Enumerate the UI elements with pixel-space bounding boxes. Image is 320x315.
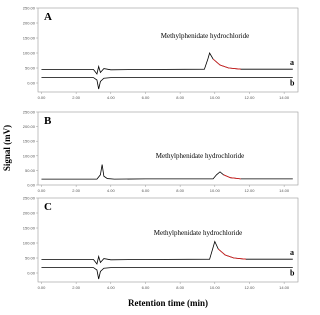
x-tick-label: 2.00 [72, 285, 81, 290]
y-tick-label: 50.00 [25, 66, 36, 71]
x-tick-label: 8.00 [176, 188, 185, 193]
peak-annotation: Methylphenidate hydrochloride [156, 152, 244, 160]
trace [41, 240, 293, 265]
trace [212, 58, 241, 70]
x-tick-label: 10.00 [210, 285, 221, 290]
x-tick-label: 10.00 [210, 95, 221, 100]
trace [41, 77, 293, 90]
x-tick-label: 12.00 [244, 95, 255, 100]
x-tick-label: 8.00 [176, 285, 185, 290]
y-tick-label: 50.00 [25, 168, 36, 173]
trace [41, 51, 293, 75]
y-tick-label: 250.00 [23, 196, 36, 201]
x-tick-label: 4.00 [107, 188, 116, 193]
y-tick-label: 150.00 [23, 226, 36, 231]
y-tick-label: 0.00 [27, 183, 36, 188]
x-tick-label: 2.00 [72, 95, 81, 100]
trace-label: b [290, 79, 295, 88]
x-axis-label: Retention time (min) [128, 298, 208, 308]
y-tick-label: 0.00 [27, 271, 36, 276]
y-tick-label: 150.00 [23, 139, 36, 144]
plot-frame [37, 7, 299, 93]
y-tick-label: 100.00 [23, 241, 36, 246]
figure: Signal (mV) Retention time (min) 0.00 50.… [2, 6, 299, 308]
y-tick-label: 200.00 [23, 211, 36, 216]
trace [218, 248, 247, 260]
x-tick-label: 6.00 [142, 285, 151, 290]
x-tick-label: 0.00 [38, 95, 47, 100]
y-tick-label: 250.00 [23, 6, 36, 11]
panel-label: B [44, 115, 52, 127]
x-tick-label: 6.00 [142, 188, 151, 193]
x-tick-label: 10.00 [210, 188, 221, 193]
x-tick-label: 0.00 [38, 285, 47, 290]
y-tick-label: 150.00 [23, 36, 36, 41]
x-tick-label: 6.00 [142, 95, 151, 100]
trace [41, 164, 293, 180]
trace-label: b [290, 269, 295, 278]
panel-label: C [44, 201, 52, 213]
x-tick-label: 4.00 [107, 285, 116, 290]
x-tick-label: 0.00 [38, 188, 47, 193]
y-tick-label: 100.00 [23, 51, 36, 56]
peak-annotation: Methylphenidate hydrochloride [154, 229, 242, 237]
trace [223, 174, 241, 180]
x-tick-label: 8.00 [176, 95, 185, 100]
y-axis-label: Signal (mV) [2, 125, 12, 171]
trace [41, 267, 293, 280]
x-tick-label: 14.00 [279, 285, 290, 290]
x-tick-label: 2.00 [72, 188, 81, 193]
x-tick-label: 12.00 [244, 188, 255, 193]
plot-frame [37, 197, 299, 283]
x-tick-label: 14.00 [279, 188, 290, 193]
trace-label: a [290, 248, 294, 257]
y-tick-label: 50.00 [25, 256, 36, 261]
y-tick-label: 200.00 [23, 21, 36, 26]
trace-label: a [290, 58, 294, 67]
x-tick-label: 14.00 [279, 95, 290, 100]
panel-label: A [44, 11, 52, 23]
x-tick-label: 4.00 [107, 95, 116, 100]
peak-annotation: Methylphenidate hydrochloride [161, 32, 249, 40]
y-tick-label: 250.00 [23, 110, 36, 115]
y-tick-label: 100.00 [23, 153, 36, 158]
plot-frame [37, 111, 299, 186]
y-tick-label: 0.00 [27, 81, 36, 86]
x-tick-label: 12.00 [244, 285, 255, 290]
y-tick-label: 200.00 [23, 124, 36, 129]
